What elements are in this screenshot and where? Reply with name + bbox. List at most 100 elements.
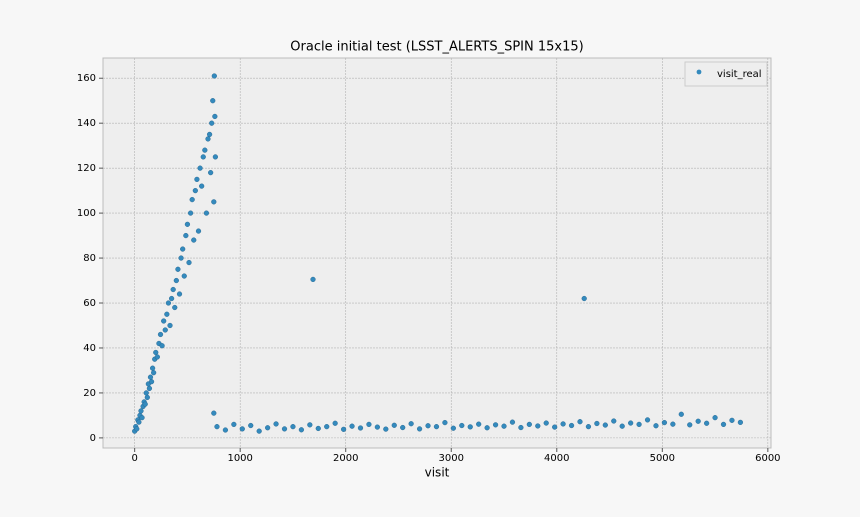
point (144, 394, 150, 401)
point (644, 417, 651, 423)
x-tick-label: 0 (131, 453, 137, 464)
point (168, 295, 175, 302)
point (165, 300, 172, 306)
point (332, 420, 338, 426)
point (178, 255, 184, 261)
point (210, 98, 216, 104)
point (670, 421, 676, 427)
point (298, 427, 304, 433)
point (281, 426, 288, 432)
point (594, 420, 600, 427)
point (357, 425, 364, 431)
point (200, 154, 206, 160)
x-tick-label: 4000 (544, 453, 569, 464)
point (636, 421, 642, 427)
point (167, 322, 173, 329)
y-tick-label: 80 (83, 253, 96, 264)
point (222, 427, 229, 433)
point (214, 424, 220, 430)
point (720, 421, 727, 427)
point (581, 295, 587, 302)
point (159, 343, 165, 349)
point (157, 331, 164, 338)
point (203, 210, 210, 216)
x-tick-label: 2000 (333, 453, 358, 464)
x-tick-label: 5000 (650, 453, 675, 464)
point (148, 379, 155, 385)
point (712, 415, 718, 421)
point (143, 390, 149, 396)
point (142, 401, 148, 407)
point (134, 426, 140, 432)
legend-label: visit_real (717, 69, 762, 80)
point (206, 131, 213, 138)
point (202, 147, 208, 153)
point (560, 421, 566, 427)
point (467, 424, 473, 430)
point (611, 418, 617, 424)
point (687, 422, 693, 428)
point (315, 425, 321, 432)
point (374, 424, 380, 430)
point (208, 170, 214, 176)
point (172, 304, 178, 311)
point (619, 423, 625, 429)
point (526, 421, 532, 427)
point (307, 422, 313, 428)
point (183, 232, 189, 239)
point (173, 277, 179, 284)
point (146, 385, 153, 392)
point (484, 425, 490, 431)
point (408, 421, 414, 427)
point (189, 197, 195, 203)
point (324, 424, 330, 430)
point (162, 327, 168, 333)
point (433, 424, 440, 430)
point (186, 259, 192, 266)
point (273, 421, 279, 427)
point (661, 419, 668, 426)
legend-marker (696, 69, 702, 75)
point (577, 419, 583, 425)
point (161, 318, 167, 324)
point (400, 424, 406, 431)
point (535, 423, 541, 429)
y-tick-label: 40 (83, 343, 96, 354)
point (184, 221, 191, 227)
point (442, 419, 448, 426)
point (628, 420, 634, 426)
chart-title: Oracle initial test (LSST_ALERTS_SPIN 15… (290, 40, 583, 55)
point (205, 136, 211, 142)
point (568, 422, 575, 429)
point (678, 411, 684, 417)
point (310, 276, 316, 283)
point (194, 176, 200, 182)
point (212, 113, 218, 120)
point (136, 419, 142, 425)
point (704, 420, 710, 426)
series (132, 73, 743, 434)
point (211, 199, 217, 205)
point (211, 410, 217, 416)
point (265, 425, 271, 431)
point (191, 237, 197, 243)
point (391, 422, 397, 428)
point (139, 415, 145, 421)
point (195, 228, 202, 234)
point (737, 419, 743, 425)
point (176, 291, 183, 297)
point (383, 426, 389, 432)
point (518, 424, 524, 431)
point (476, 421, 482, 427)
point (290, 424, 296, 430)
point (341, 426, 347, 432)
y-tick-label: 160 (77, 73, 96, 84)
plot-area (102, 57, 772, 449)
point (349, 423, 355, 429)
y-tick-label: 60 (83, 298, 96, 309)
point (138, 408, 144, 414)
y-tick-label: 100 (77, 208, 96, 219)
x-tick-label: 6000 (755, 453, 780, 464)
